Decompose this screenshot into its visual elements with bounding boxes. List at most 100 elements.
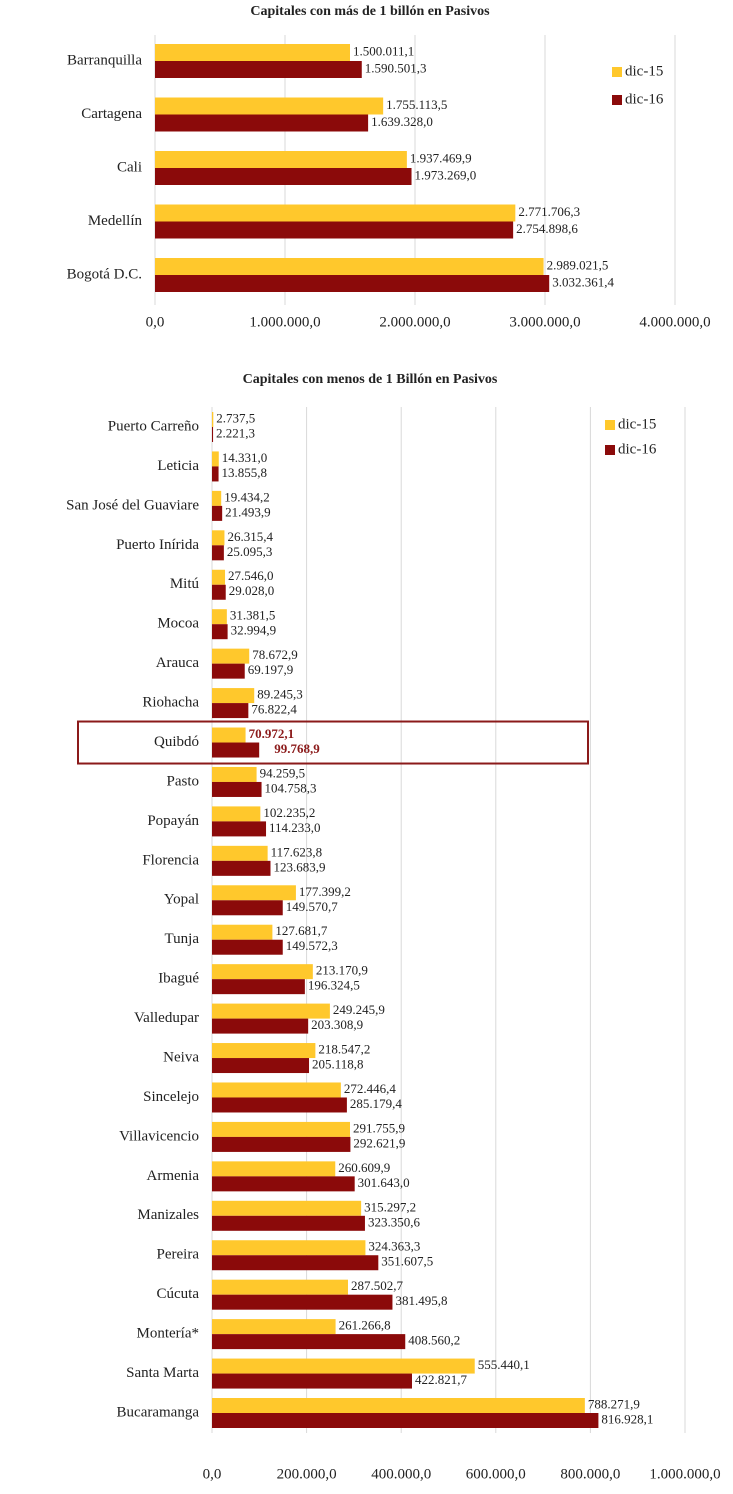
bar: [212, 845, 268, 861]
value-label: 292.621,9: [353, 1135, 405, 1150]
bar: [155, 97, 384, 115]
y-tick-label: Puerto Inírida: [116, 537, 199, 553]
x-tick-label: 600.000,0: [466, 1466, 526, 1482]
value-label: 149.570,7: [286, 899, 339, 914]
value-label: 422.821,7: [415, 1372, 468, 1387]
value-label: 21.493,9: [225, 504, 271, 519]
bar: [212, 742, 260, 758]
value-label: 177.399,2: [299, 884, 351, 899]
bar: [212, 1240, 366, 1256]
value-label: 261.266,8: [339, 1318, 391, 1333]
y-tick-label: Cúcuta: [157, 1286, 200, 1302]
value-label: 213.170,9: [316, 963, 368, 978]
value-label: 70.972,1: [249, 726, 295, 741]
value-label: 1.500.011,1: [353, 43, 414, 58]
y-tick-label: Valledupar: [134, 1010, 199, 1026]
y-tick-label: Riohacha: [142, 695, 199, 711]
legend-label: dic-16: [625, 91, 664, 107]
value-label: 324.363,3: [368, 1239, 420, 1254]
bar: [155, 204, 516, 222]
bar: [212, 964, 313, 980]
x-tick-label: 0,0: [146, 314, 165, 330]
value-label: 315.297,2: [364, 1199, 416, 1214]
value-label: 788.271,9: [588, 1396, 640, 1411]
value-label: 149.572,3: [286, 938, 338, 953]
bar: [212, 1398, 585, 1413]
value-label: 2.771.706,3: [518, 204, 580, 219]
chart-title: Capitales con menos de 1 Billón en Pasiv…: [243, 372, 498, 387]
bar: [212, 1279, 348, 1295]
bar: [212, 766, 257, 782]
bar: [212, 490, 222, 506]
y-tick-label: Leticia: [157, 458, 199, 474]
bar: [212, 1413, 599, 1428]
y-tick-label: Pereira: [157, 1247, 200, 1263]
chart-title: Capitales con más de 1 billón en Pasivos: [250, 4, 490, 19]
y-tick-label: Pasto: [166, 773, 199, 789]
y-tick-label: Armenia: [147, 1168, 200, 1184]
bar: [212, 900, 283, 916]
value-label: 2.737,5: [216, 410, 255, 425]
bar: [212, 1136, 351, 1152]
bar: [212, 979, 305, 995]
y-tick-label: Neiva: [163, 1049, 199, 1065]
bar: [212, 1176, 355, 1192]
value-label: 1.755.113,5: [386, 97, 447, 112]
highlight-box: [77, 720, 589, 765]
legend-swatch: [605, 420, 615, 430]
value-label: 196.324,5: [308, 978, 360, 993]
value-label: 3.032.361,4: [552, 274, 614, 289]
value-label: 816.928,1: [601, 1411, 653, 1426]
value-label: 78.672,9: [252, 647, 298, 662]
y-tick-label: Montería*: [137, 1326, 199, 1342]
value-label: 114.233,0: [269, 820, 321, 835]
value-label: 2.989.021,5: [547, 257, 609, 272]
value-label: 76.822,4: [251, 702, 297, 717]
y-tick-label: Bucaramanga: [117, 1404, 200, 1420]
y-tick-label: Mocoa: [157, 616, 199, 632]
y-tick-label: Sincelejo: [143, 1089, 199, 1105]
value-label: 1.937.469,9: [410, 150, 472, 165]
bar: [212, 1121, 351, 1137]
value-label: 123.683,9: [274, 859, 326, 874]
value-label: 285.179,4: [350, 1096, 403, 1111]
value-label: 555.440,1: [478, 1357, 530, 1372]
y-tick-label: Cartagena: [81, 106, 142, 122]
legend-label: dic-15: [618, 416, 656, 432]
bar: [155, 44, 351, 61]
bar: [212, 727, 246, 743]
y-tick-label: Manizales: [137, 1207, 199, 1223]
value-label: 19.434,2: [224, 489, 270, 504]
value-label: 14.331,0: [222, 450, 268, 465]
value-label: 323.350,6: [368, 1214, 421, 1229]
value-label: 218.547,2: [318, 1042, 370, 1057]
x-tick-label: 400.000,0: [371, 1466, 431, 1482]
bar: [155, 258, 544, 275]
bar: [155, 221, 514, 239]
legend-swatch: [612, 67, 622, 77]
value-label: 205.118,8: [312, 1057, 364, 1072]
value-label: 102.235,2: [263, 805, 315, 820]
bar: [212, 1319, 336, 1335]
value-label: 249.245,9: [333, 1002, 385, 1017]
bar: [212, 1358, 475, 1374]
y-tick-label: Yopal: [164, 892, 199, 908]
y-tick-label: Popayán: [147, 813, 199, 829]
bar: [212, 939, 283, 955]
bar: [155, 151, 407, 168]
x-tick-label: 1.000.000,0: [249, 314, 320, 330]
bar: [212, 569, 226, 585]
value-label: 351.607,5: [381, 1254, 433, 1269]
bar: [212, 505, 223, 521]
bar: [212, 821, 267, 837]
value-label: 203.308,9: [311, 1017, 363, 1032]
legend-swatch: [612, 95, 622, 105]
bar: [155, 61, 362, 78]
bar: [212, 1003, 330, 1019]
y-tick-label: Florencia: [142, 852, 199, 868]
bar: [212, 545, 224, 561]
value-label: 127.681,7: [275, 923, 328, 938]
bar: [212, 466, 219, 482]
x-tick-label: 800.000,0: [560, 1466, 620, 1482]
